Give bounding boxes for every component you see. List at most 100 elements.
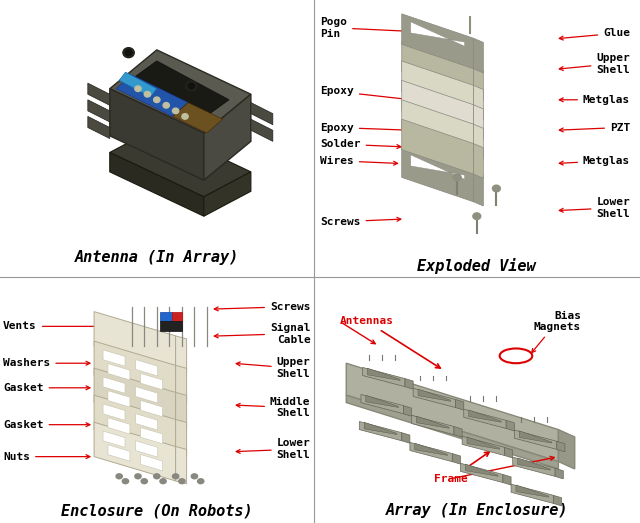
Circle shape <box>173 474 179 479</box>
Text: Glue: Glue <box>559 28 630 40</box>
Circle shape <box>122 479 129 484</box>
Text: Solder: Solder <box>320 139 401 149</box>
Polygon shape <box>136 441 157 457</box>
Text: Metglas: Metglas <box>559 95 630 105</box>
Circle shape <box>144 92 150 97</box>
Circle shape <box>154 474 160 479</box>
Bar <box>160 312 173 322</box>
Polygon shape <box>403 406 412 416</box>
Polygon shape <box>136 414 157 430</box>
Polygon shape <box>359 422 402 441</box>
Polygon shape <box>136 386 157 403</box>
Circle shape <box>160 479 166 484</box>
Polygon shape <box>173 103 223 133</box>
Text: Middle
Shell: Middle Shell <box>236 396 310 418</box>
Text: Gasket: Gasket <box>3 419 90 430</box>
Text: Gasket: Gasket <box>3 383 90 393</box>
Polygon shape <box>88 83 110 105</box>
Polygon shape <box>402 119 474 174</box>
Text: Nuts: Nuts <box>3 452 90 462</box>
Circle shape <box>453 174 461 181</box>
Polygon shape <box>175 419 187 457</box>
Polygon shape <box>175 336 187 373</box>
Circle shape <box>173 108 179 113</box>
Polygon shape <box>94 395 175 454</box>
Circle shape <box>154 97 160 103</box>
Bar <box>160 322 182 331</box>
Polygon shape <box>417 416 449 428</box>
Polygon shape <box>364 422 397 435</box>
Circle shape <box>492 185 500 192</box>
Polygon shape <box>367 368 400 380</box>
Polygon shape <box>141 454 163 471</box>
Polygon shape <box>474 66 483 100</box>
Polygon shape <box>515 430 557 449</box>
Text: Frame: Frame <box>434 452 490 484</box>
Bar <box>173 312 182 322</box>
Polygon shape <box>402 81 474 135</box>
Polygon shape <box>119 72 157 97</box>
Polygon shape <box>204 94 251 180</box>
Polygon shape <box>402 14 474 69</box>
Polygon shape <box>415 443 447 456</box>
Polygon shape <box>141 401 163 417</box>
Polygon shape <box>474 144 483 178</box>
Text: PZT: PZT <box>559 122 630 132</box>
Polygon shape <box>94 422 175 481</box>
Polygon shape <box>402 61 474 116</box>
Polygon shape <box>554 495 562 506</box>
Text: Array (In Enclosure): Array (In Enclosure) <box>385 503 568 518</box>
Text: Upper
Shell: Upper Shell <box>236 357 310 379</box>
Polygon shape <box>362 367 405 386</box>
Polygon shape <box>511 484 554 504</box>
Circle shape <box>116 474 122 479</box>
Polygon shape <box>361 394 403 414</box>
Polygon shape <box>175 447 187 484</box>
Polygon shape <box>251 103 273 125</box>
Polygon shape <box>465 464 498 476</box>
Polygon shape <box>519 431 552 443</box>
Text: Bias
Magnets: Bias Magnets <box>532 311 581 353</box>
Polygon shape <box>474 38 483 73</box>
Polygon shape <box>108 363 130 380</box>
Polygon shape <box>88 100 110 122</box>
Text: Lower
Shell: Lower Shell <box>559 197 630 219</box>
Polygon shape <box>405 379 413 389</box>
Polygon shape <box>108 418 130 434</box>
Text: Washers: Washers <box>3 358 90 368</box>
Polygon shape <box>402 147 474 202</box>
Polygon shape <box>456 400 464 410</box>
Polygon shape <box>122 61 229 125</box>
Polygon shape <box>402 433 410 443</box>
Polygon shape <box>468 410 501 422</box>
Polygon shape <box>116 75 188 117</box>
Polygon shape <box>108 445 130 461</box>
Polygon shape <box>366 395 399 407</box>
Polygon shape <box>506 420 515 431</box>
Polygon shape <box>452 453 461 464</box>
Polygon shape <box>467 437 500 449</box>
Polygon shape <box>464 409 506 428</box>
Polygon shape <box>103 404 125 420</box>
Text: Metglas: Metglas <box>559 156 630 166</box>
Polygon shape <box>410 442 452 462</box>
Circle shape <box>125 50 132 55</box>
Text: Antenna (In Array): Antenna (In Array) <box>75 251 239 265</box>
Text: Epoxy: Epoxy <box>320 122 407 132</box>
Circle shape <box>473 213 481 220</box>
Polygon shape <box>518 458 550 470</box>
Text: Pogo
Pin: Pogo Pin <box>320 17 447 39</box>
Text: Enclosure (On Robots): Enclosure (On Robots) <box>61 503 253 518</box>
Polygon shape <box>175 366 187 403</box>
Text: Signal
Cable: Signal Cable <box>214 323 310 345</box>
Text: Epoxy: Epoxy <box>320 86 408 101</box>
Circle shape <box>135 86 141 92</box>
Text: Screws: Screws <box>320 217 401 227</box>
Polygon shape <box>110 50 251 133</box>
Polygon shape <box>516 485 548 497</box>
Polygon shape <box>504 447 513 458</box>
Polygon shape <box>558 429 575 469</box>
Polygon shape <box>413 388 456 407</box>
Circle shape <box>191 474 198 479</box>
Polygon shape <box>94 341 175 400</box>
